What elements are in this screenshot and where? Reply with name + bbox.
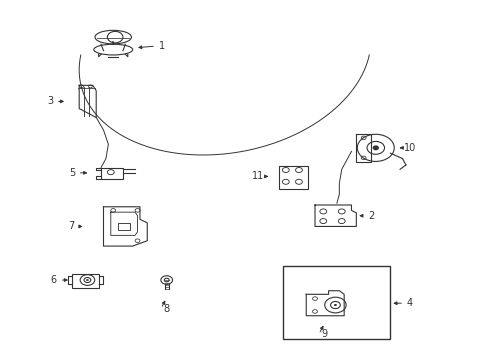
Text: 5: 5	[69, 168, 75, 178]
Text: 4: 4	[406, 298, 412, 308]
Bar	[118, 223, 130, 230]
Bar	[101, 168, 122, 179]
Bar	[283, 266, 389, 339]
Text: 7: 7	[68, 221, 74, 231]
Text: 6: 6	[51, 275, 57, 285]
Circle shape	[372, 146, 377, 150]
Bar	[278, 166, 307, 189]
Text: 3: 3	[47, 96, 53, 107]
Text: 11: 11	[251, 171, 264, 181]
Circle shape	[86, 279, 88, 281]
Circle shape	[333, 304, 336, 306]
Text: 2: 2	[367, 211, 373, 221]
Text: 1: 1	[159, 41, 164, 51]
Text: 9: 9	[321, 329, 327, 339]
Text: 10: 10	[403, 143, 415, 153]
Text: 8: 8	[163, 303, 169, 314]
Bar	[72, 274, 99, 288]
